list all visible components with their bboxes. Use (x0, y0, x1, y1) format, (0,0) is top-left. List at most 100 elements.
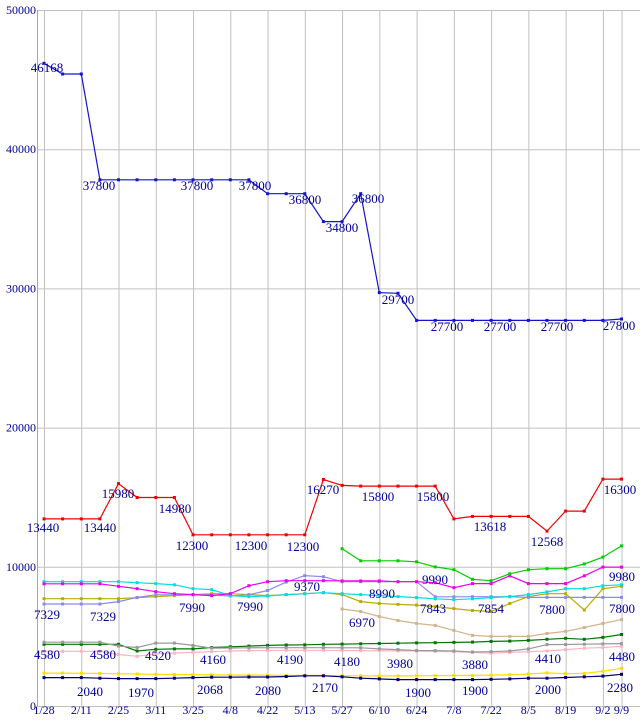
series-pink-marker (564, 648, 568, 652)
data-label: 15800 (417, 489, 450, 504)
series-cyan-marker (210, 588, 214, 592)
series-navy-marker (61, 676, 65, 680)
series-pink-marker (377, 649, 381, 653)
series-yellow-marker (601, 669, 605, 673)
series-yellow-marker (61, 671, 65, 675)
series-blue-marker (526, 318, 530, 322)
series-cyan-marker (135, 581, 139, 585)
series-yellow-marker (526, 672, 530, 676)
series-bright-green (340, 544, 623, 583)
series-periwinkle-marker (79, 602, 83, 606)
series-blue-marker (396, 291, 400, 295)
series-red-marker (564, 509, 568, 513)
data-label: 7329 (90, 609, 116, 624)
data-label: 12568 (531, 534, 564, 549)
series-periwinkle-marker (303, 574, 307, 578)
series-gray-marker (620, 642, 623, 646)
series-red-marker (284, 533, 288, 537)
series-tan-marker (433, 623, 437, 627)
series-tan-marker (582, 626, 586, 629)
series-magenta-marker (79, 582, 83, 586)
series-magenta-marker (471, 582, 474, 586)
series-blue-marker (61, 72, 65, 76)
series-red-marker (154, 496, 158, 499)
series-yellow-line (44, 667, 622, 677)
series-tan-marker (601, 622, 605, 625)
series-navy-marker (247, 675, 251, 679)
series-navy-marker (321, 674, 325, 678)
series-olive-marker (98, 597, 102, 601)
series-navy-marker (284, 675, 288, 678)
series-bright-green-marker (452, 568, 456, 572)
series-cyan-marker (582, 587, 586, 591)
y-tick-label: 30000 (6, 281, 36, 295)
series-navy-marker (340, 675, 344, 679)
series-gray-marker (98, 640, 102, 644)
series-red-marker (321, 478, 325, 481)
data-label: 7990 (179, 600, 205, 615)
series-navy-marker (545, 676, 549, 680)
data-label: 9990 (422, 572, 448, 587)
series-olive-marker (79, 597, 83, 601)
series-dark-green-marker (284, 643, 288, 647)
series-dark-green-marker (135, 649, 139, 653)
series-navy-marker (98, 676, 102, 680)
series-bright-green-marker (433, 565, 437, 569)
series-magenta-marker (564, 582, 568, 586)
series-magenta-marker (210, 594, 214, 598)
series-pink-marker (266, 649, 270, 652)
data-label: 9370 (294, 579, 320, 594)
data-label: 34800 (326, 220, 359, 235)
series-gray-marker (359, 646, 363, 650)
series-cyan-marker (526, 593, 530, 597)
series-yellow-marker (154, 672, 158, 676)
series-yellow-marker (247, 673, 251, 677)
series-cyan (42, 580, 623, 602)
data-label: 36800 (289, 192, 322, 207)
series-pink-marker (620, 644, 623, 648)
series-red-marker (545, 529, 549, 533)
series-bright-green-marker (601, 555, 605, 559)
series-bright-green-marker (340, 547, 344, 551)
series-magenta-marker (42, 582, 46, 586)
data-label: 4520 (145, 648, 171, 663)
series-cyan-marker (359, 593, 363, 597)
x-tick-label: 2/25 (108, 703, 129, 717)
series-red-marker (377, 484, 381, 488)
series-blue-marker (191, 178, 195, 182)
series-dark-green-marker (471, 640, 474, 644)
series-yellow-marker (582, 671, 586, 675)
series-blue-marker (266, 192, 270, 196)
data-label: 13618 (474, 519, 507, 534)
data-label: 37800 (181, 178, 214, 193)
series-periwinkle-marker (471, 595, 474, 599)
series-magenta-marker (433, 581, 437, 585)
series-dark-green-marker (61, 642, 65, 646)
series-blue-marker (117, 178, 120, 182)
data-label: 8990 (369, 586, 395, 601)
data-label: 15800 (362, 489, 395, 504)
series-dark-green (42, 633, 623, 653)
data-label: 2040 (77, 684, 103, 699)
series-tan-marker (396, 619, 400, 622)
x-tick-label: 8/19 (555, 703, 576, 717)
series-gray-marker (42, 640, 46, 644)
series-red-marker (396, 484, 400, 488)
series-yellow-marker (172, 673, 176, 676)
series-bright-green-marker (564, 567, 568, 571)
series-tan-marker (489, 634, 493, 638)
x-axis-labels: 1/28 2/11 2/25 3/11 3/25 4/8 4/22 5/13 5/27 6/10 6… (33, 703, 629, 717)
series-olive-marker (377, 602, 381, 605)
series-gray-marker (377, 647, 381, 651)
series-cyan-marker (396, 595, 400, 599)
series-cyan-marker (545, 590, 549, 594)
data-label: 3980 (387, 656, 413, 671)
series-red-line (44, 478, 622, 536)
series-gray-marker (564, 643, 568, 646)
series-magenta-marker (601, 565, 605, 569)
series-olive-marker (508, 602, 512, 605)
series-bright-green-marker (396, 559, 400, 563)
series-gray-marker (266, 646, 270, 650)
series-red-marker (247, 533, 251, 537)
series-navy-line (44, 673, 622, 681)
